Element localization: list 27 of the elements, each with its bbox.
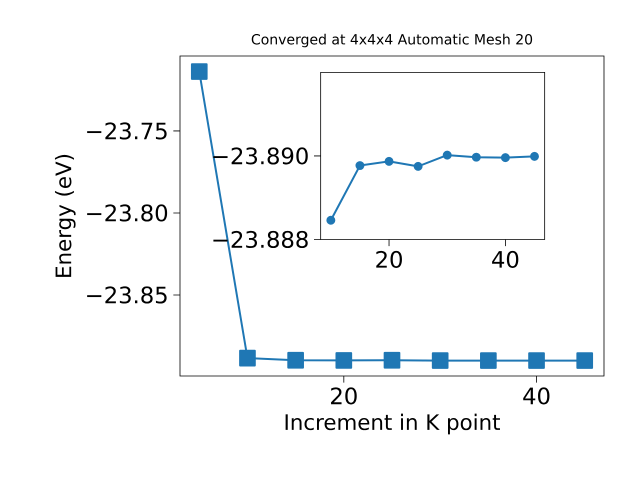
point	[326, 216, 336, 225]
x-axis-title: Increment in K point	[286, 414, 500, 434]
x-tick-label: 40	[492, 250, 518, 268]
x-tick-label: 20	[376, 250, 402, 268]
point	[287, 352, 304, 369]
chart-title: Converged at 4x4x4 Automatic Mesh 20	[252, 34, 532, 48]
point	[480, 352, 497, 369]
point	[500, 153, 510, 162]
point	[432, 352, 449, 369]
y-tick-label: −23.85	[87, 286, 167, 304]
point	[384, 156, 394, 166]
point	[528, 352, 545, 369]
point	[239, 350, 256, 366]
point	[442, 150, 452, 160]
x-tick-label: 20	[331, 387, 357, 405]
point	[472, 152, 481, 162]
point	[355, 161, 364, 170]
y-axis-title: Energy (eV)	[54, 154, 76, 277]
point	[414, 162, 423, 171]
point	[530, 152, 539, 161]
point	[384, 352, 400, 369]
y-tick-label: −23.80	[87, 204, 168, 222]
y-tick-label: −23.75	[87, 122, 167, 140]
x-tick-label: 40	[523, 387, 550, 405]
point	[576, 352, 594, 369]
point	[190, 63, 208, 80]
point	[335, 352, 352, 369]
